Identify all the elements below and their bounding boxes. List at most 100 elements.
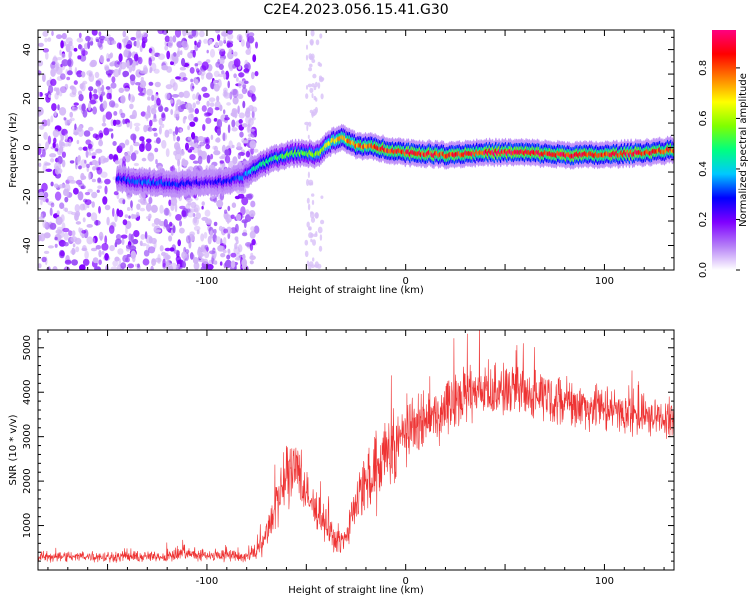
noise-blob	[306, 85, 308, 90]
noise-blob	[305, 54, 309, 61]
noise-blob	[124, 152, 128, 160]
noise-blob	[223, 92, 231, 99]
noise-blob	[107, 73, 112, 78]
noise-blob	[106, 92, 111, 100]
noise-blob	[118, 142, 126, 149]
noise-blob	[114, 119, 121, 125]
noise-blob	[78, 32, 82, 39]
noise-blob	[49, 207, 53, 216]
noise-blob	[122, 118, 126, 125]
noise-blob	[230, 252, 237, 258]
noise-blob	[143, 249, 150, 257]
noise-blob	[108, 153, 114, 160]
noise-blob	[223, 87, 228, 94]
noise-blob	[88, 172, 91, 180]
noise-blob	[177, 263, 181, 268]
noise-blob	[99, 95, 102, 101]
noise-blob	[122, 70, 130, 77]
noise-blob	[174, 30, 182, 38]
noise-blob	[181, 40, 188, 48]
noise-blob	[135, 82, 141, 86]
noise-blob	[242, 253, 246, 261]
noise-blob	[194, 142, 199, 148]
noise-blob	[45, 168, 53, 172]
noise-blob	[168, 128, 173, 134]
noise-blob	[110, 132, 114, 139]
noise-blob	[151, 258, 157, 266]
noise-blob	[161, 139, 167, 149]
noise-blob	[310, 238, 313, 243]
noise-blob	[245, 49, 251, 55]
noise-blob	[245, 150, 251, 158]
noise-blob	[81, 71, 86, 78]
noise-blob	[249, 37, 254, 44]
noise-blob	[231, 127, 238, 132]
noise-blob	[38, 42, 44, 48]
noise-blob	[249, 210, 256, 218]
noise-blob	[46, 118, 51, 127]
noise-blob	[250, 252, 254, 258]
snr-ticks: -100 0 100 1000 2000 3000 4000 5000	[22, 330, 674, 587]
noise-blob	[210, 134, 214, 140]
noise-blob	[175, 214, 182, 221]
snr-frame	[37, 329, 675, 571]
noise-blob	[54, 183, 59, 189]
noise-blob	[308, 179, 314, 185]
noise-blob	[122, 254, 129, 263]
y-tick-label: -20	[22, 188, 33, 204]
noise-blob	[71, 105, 75, 110]
noise-blob	[50, 68, 56, 77]
noise-blob	[250, 131, 256, 138]
noise-blob	[39, 125, 45, 130]
noise-blob	[64, 133, 69, 141]
noise-blob	[94, 71, 100, 79]
noise-blob	[173, 52, 177, 57]
noise-blob	[189, 231, 195, 237]
noise-blob	[187, 136, 193, 141]
noise-blob	[216, 95, 220, 103]
noise-blob	[111, 76, 116, 83]
noise-blob	[78, 44, 82, 50]
noise-blob	[181, 210, 187, 218]
noise-blob	[43, 232, 51, 239]
noise-blob	[77, 191, 84, 201]
x-tick-label: 0	[403, 576, 409, 587]
noise-blob	[215, 137, 221, 143]
noise-blob	[198, 39, 202, 45]
snr-plot-area	[38, 330, 674, 563]
noise-blob	[317, 61, 321, 67]
noise-blob	[253, 225, 260, 234]
noise-blob	[204, 209, 211, 217]
noise-blob	[158, 53, 165, 60]
noise-blob	[214, 145, 218, 152]
noise-blob	[249, 85, 256, 94]
noise-blob	[189, 252, 194, 260]
noise-blob	[181, 158, 186, 165]
noise-blob	[240, 206, 246, 216]
noise-blob	[104, 37, 109, 42]
noise-blob	[164, 92, 171, 101]
noise-blob	[79, 54, 87, 62]
noise-blob	[117, 248, 124, 255]
noise-blob	[169, 247, 175, 252]
noise-blob	[55, 66, 63, 75]
noise-blob	[38, 162, 42, 167]
noise-blob	[235, 223, 239, 233]
noise-blob	[87, 40, 91, 50]
noise-blob	[106, 58, 111, 62]
noise-blob	[213, 228, 217, 235]
noise-blob	[236, 142, 242, 149]
noise-blob	[241, 232, 248, 237]
noise-blob	[119, 62, 123, 72]
noise-blob	[126, 122, 130, 128]
noise-blob	[319, 76, 325, 82]
noise-blob	[142, 258, 150, 266]
noise-blob	[219, 261, 223, 266]
noise-blob	[54, 148, 59, 152]
noise-blob	[104, 204, 111, 211]
noise-blob	[133, 122, 141, 127]
noise-blob	[99, 55, 105, 64]
noise-blob	[187, 51, 194, 59]
spectrogram-panel: -100 0 100 -40 -20 0 20 40 Height of straight l…	[8, 29, 675, 296]
noise-blob	[90, 247, 98, 252]
